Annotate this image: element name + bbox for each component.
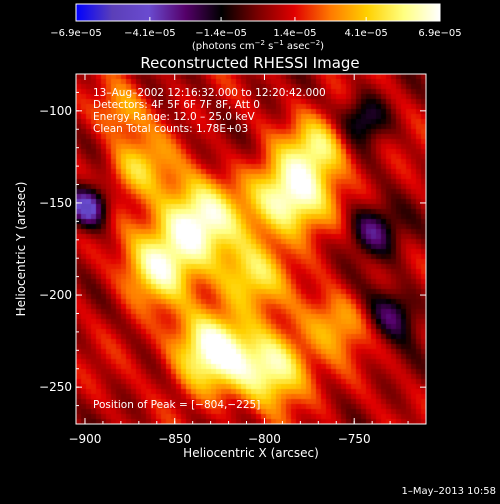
colorbar-tick-label: −4.1e−05 [124,28,176,39]
x-axis-ticks: −900 −850 −800 −750 [68,74,427,446]
colorbar-tick-label: 1.4e−05 [273,28,316,39]
plot-frame [75,73,427,425]
footer-timestamp: 1–May–2013 10:58 [402,486,496,497]
colorbar: −6.9e−05 −4.1e−05 −1.4e−05 1.4e−05 4.1e−05 6.… [50,3,462,52]
colorbar-ticks: −6.9e−05 −4.1e−05 −1.4e−05 1.4e−05 4.1e−05 6.… [50,17,462,39]
image-annotations: 13–Aug–2002 12:16:32.000 to 12:20:42.000… [93,87,326,411]
x-tick-label: −900 [68,432,101,446]
detectors-annotation: Detectors: 4F 5F 6F 7F 8F, Att 0 [93,99,260,111]
y-axis-ticks: −100 −150 −200 −250 [39,73,426,407]
colorbar-tick-label: 6.9e−05 [418,28,461,39]
x-tick-label: −850 [158,432,191,446]
x-tick-label: −750 [338,432,371,446]
heatmap-canvas [76,74,426,424]
image-area [75,73,427,425]
y-tick-label: −100 [39,104,72,118]
colorbar-strip [75,3,441,22]
y-tick-label: −150 [39,196,72,210]
time-range-annotation: 13–Aug–2002 12:16:32.000 to 12:20:42.000 [93,87,326,99]
peak-position-annotation: Position of Peak = [−804,−225] [93,399,260,411]
method-annotation: Clean Total counts: 1.78E+03 [93,123,248,135]
colorbar-tick-label: −6.9e−05 [50,28,102,39]
energy-annotation: Energy Range: 12.0 – 25.0 keV [93,111,255,123]
y-tick-label: −250 [39,380,72,394]
colorbar-tick-label: 4.1e−05 [345,28,388,39]
chart-title: Reconstructed RHESSI Image [140,54,359,72]
colorbar-tick-label: −1.4e−05 [195,28,247,39]
x-tick-label: −800 [248,432,281,446]
x-axis-label: Heliocentric X (arcsec) [183,446,319,460]
y-axis-label: Heliocentric Y (arcsec) [14,182,28,317]
colorbar-unit-label: (photons cm−2 s−1 asec−2) [192,39,324,52]
y-tick-label: −200 [39,288,72,302]
